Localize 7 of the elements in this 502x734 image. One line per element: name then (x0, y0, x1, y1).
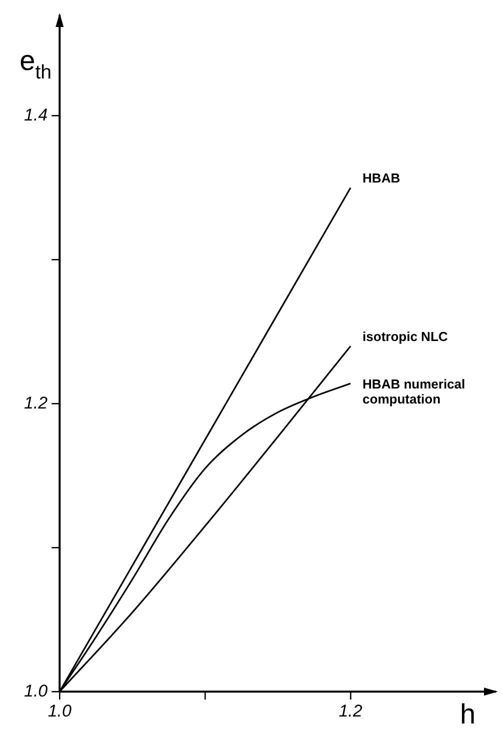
y-tick-label: 1.4 (24, 106, 48, 125)
x-axis-title: h (460, 698, 476, 730)
series-label: isotropic NLC (362, 329, 448, 344)
y-tick-label: 1.0 (24, 681, 48, 700)
series-label: HBAB numerical computation (362, 376, 466, 407)
series-label: HBAB (362, 170, 400, 186)
y-tick-label: 1.2 (24, 393, 48, 412)
